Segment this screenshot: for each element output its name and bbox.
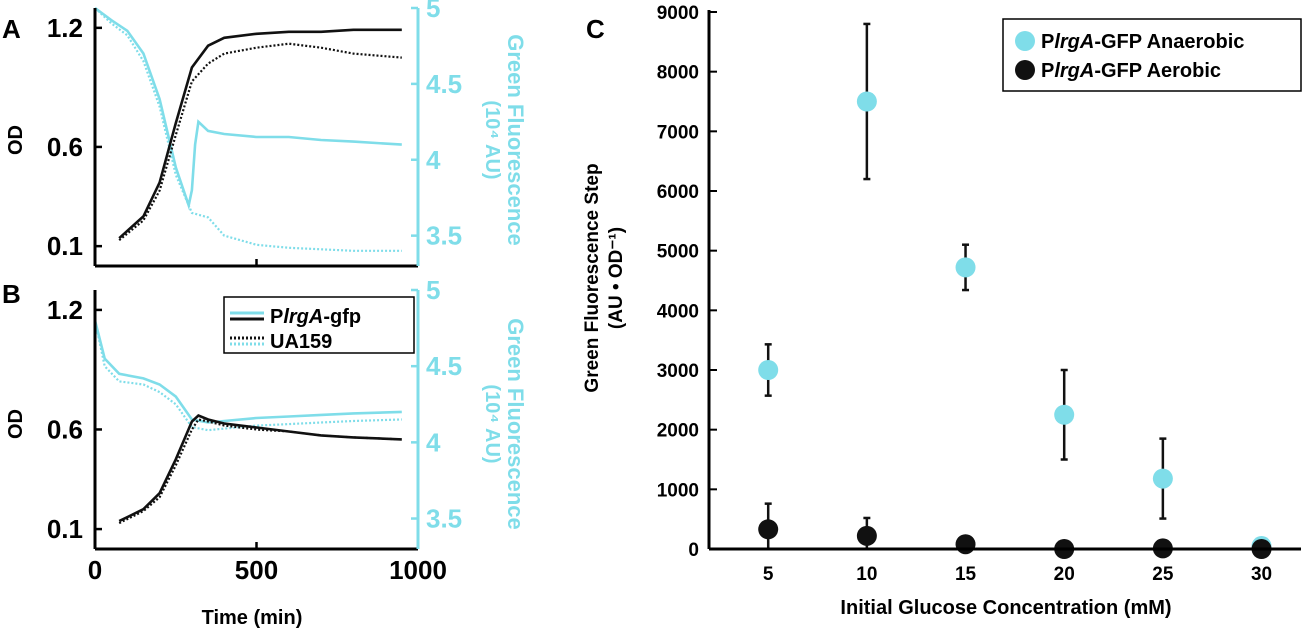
panel-b-series-plrga-gfp-fluorescence bbox=[93, 320, 402, 424]
panel-a-ylabel-left: OD bbox=[5, 125, 27, 155]
panel-a-ytick-left-label: 0.1 bbox=[47, 231, 83, 261]
anaerobic-point bbox=[856, 91, 877, 112]
anaerobic-point bbox=[1152, 468, 1173, 489]
panel-b-xtick-label: 1000 bbox=[389, 555, 447, 585]
panel-b-legend: PlrgA-gfp UA159 bbox=[223, 296, 415, 354]
legend-entry-plrga-gfp-prefix: P bbox=[270, 306, 283, 328]
panel-b-ylabel-right-2: (10⁴ AU) bbox=[481, 384, 503, 463]
legend-marker-aerobic bbox=[1015, 60, 1035, 80]
anaerobic-point bbox=[955, 257, 976, 278]
panel-a-label: A bbox=[2, 14, 21, 44]
panel-a-ytick-right-label: 4 bbox=[426, 145, 441, 175]
panel-b-ytick-right-label: 5 bbox=[426, 275, 440, 305]
panel-b-xtick-label: 500 bbox=[235, 555, 278, 585]
panel-c: C Green Fluorescence Step (AU • OD⁻¹) 0 1… bbox=[582, 3, 1302, 619]
panel-b-label: B bbox=[2, 279, 21, 309]
panel-c-ytick-label: 5000 bbox=[657, 242, 699, 263]
panel-c-ytick-label: 9000 bbox=[657, 3, 699, 24]
panel-a: A OD Green Fluorescence (10⁴ AU) 1.2 0.6 0… bbox=[2, 0, 528, 268]
panel-c-ytick-label: 1000 bbox=[657, 480, 699, 501]
legend-entry-aerobic-prefix: P bbox=[1041, 60, 1054, 82]
panel-c-ylabel-1: Green Fluorescence Step bbox=[582, 163, 603, 392]
panel-c-ytick-label: 0 bbox=[688, 540, 699, 561]
panel-a-ylabel-right-2: (10⁴ AU) bbox=[481, 100, 503, 179]
aerobic-point bbox=[758, 519, 779, 540]
panel-b-xtick-label: 0 bbox=[88, 555, 102, 585]
panel-b-ytick-left-label: 0.1 bbox=[47, 514, 83, 544]
panel-c-ytick-label: 3000 bbox=[657, 361, 699, 382]
panel-b-ylabel-right-1: Green Fluorescence bbox=[503, 318, 528, 530]
anaerobic-point bbox=[758, 360, 779, 380]
panel-c-ytick-label: 2000 bbox=[657, 421, 699, 442]
legend-entry-anaerobic-prefix: P bbox=[1041, 31, 1054, 53]
aerobic-point bbox=[856, 525, 877, 546]
panel-b-series-ua159-od bbox=[118, 418, 402, 525]
panel-b-ylabel-left: OD bbox=[5, 409, 27, 439]
panel-c-xtick-label: 15 bbox=[955, 564, 977, 585]
panel-b-ytick-right-label: 4.5 bbox=[426, 351, 462, 381]
legend-entry-aerobic-italic: lrgA bbox=[1054, 60, 1094, 82]
panel-a-series-plrga-gfp-od bbox=[118, 28, 402, 240]
panel-c-xtick-label: 5 bbox=[763, 564, 774, 585]
anaerobic-point bbox=[1054, 404, 1075, 425]
panel-c-ytick-label: 7000 bbox=[657, 122, 699, 143]
panel-c-xlabel: Initial Glucose Concentration (mM) bbox=[840, 597, 1171, 619]
legend-entry-aerobic-suffix: -GFP Aerobic bbox=[1094, 60, 1221, 82]
panel-b-ytick-right-label: 4 bbox=[426, 427, 441, 457]
panel-a-ytick-right-label: 5 bbox=[426, 0, 440, 23]
panel-a-ytick-left-label: 0.6 bbox=[47, 132, 83, 162]
panel-c-xtick-label: 25 bbox=[1152, 564, 1174, 585]
panel-a-series-ua159-od bbox=[118, 42, 402, 242]
panel-a-series-plrga-gfp-fluorescence bbox=[94, 6, 402, 211]
panel-b: B OD Green Fluorescence (10⁴ AU) 1.2 0.6 0… bbox=[2, 275, 528, 629]
legend-entry-anaerobic-italic: lrgA bbox=[1054, 31, 1094, 53]
panel-b-ytick-right-label: 3.5 bbox=[426, 504, 462, 534]
panel-c-xtick-label: 30 bbox=[1251, 564, 1272, 585]
panel-b-ytick-left-label: 1.2 bbox=[47, 295, 83, 325]
legend-entry-plrga-gfp: PlrgA-gfp bbox=[270, 306, 361, 328]
panel-a-ytick-right-label: 4.5 bbox=[426, 69, 462, 99]
legend-entry-ua159: UA159 bbox=[270, 331, 332, 353]
panel-c-label: C bbox=[586, 14, 605, 44]
panel-c-ytick-label: 6000 bbox=[657, 182, 699, 203]
panel-c-xtick-label: 20 bbox=[1054, 564, 1075, 585]
legend-entry-anaerobic: PlrgA-GFP Anaerobic bbox=[1041, 31, 1244, 53]
panel-c-xtick-label: 10 bbox=[856, 564, 877, 585]
panel-b-series-plrga-gfp-od bbox=[118, 413, 402, 523]
panel-c-legend: PlrgA-GFP Anaerobic PlrgA-GFP Aerobic bbox=[1002, 18, 1302, 92]
legend-entry-anaerobic-suffix: -GFP Anaerobic bbox=[1094, 31, 1244, 53]
panel-a-ytick-left-label: 1.2 bbox=[47, 13, 83, 43]
panel-b-ytick-left-label: 0.6 bbox=[47, 414, 83, 444]
panel-a-ylabel-right-1: Green Fluorescence bbox=[503, 34, 528, 246]
panel-b-xlabel: Time (min) bbox=[202, 607, 303, 629]
legend-entry-plrga-gfp-suffix: -gfp bbox=[323, 306, 361, 328]
panel-a-series-ua159-fluorescence bbox=[94, 7, 402, 252]
panel-c-ytick-label: 8000 bbox=[657, 63, 699, 84]
panel-c-legend-box bbox=[1002, 18, 1302, 92]
legend-marker-anaerobic bbox=[1015, 31, 1035, 51]
legend-entry-aerobic: PlrgA-GFP Aerobic bbox=[1041, 60, 1221, 82]
aerobic-point bbox=[955, 534, 976, 555]
panel-c-ylabel-2: (AU • OD⁻¹) bbox=[606, 227, 627, 329]
panel-c-ytick-label: 4000 bbox=[657, 301, 699, 322]
panel-a-ytick-right-label: 3.5 bbox=[426, 221, 462, 251]
legend-entry-plrga-gfp-italic: lrgA bbox=[283, 306, 323, 328]
